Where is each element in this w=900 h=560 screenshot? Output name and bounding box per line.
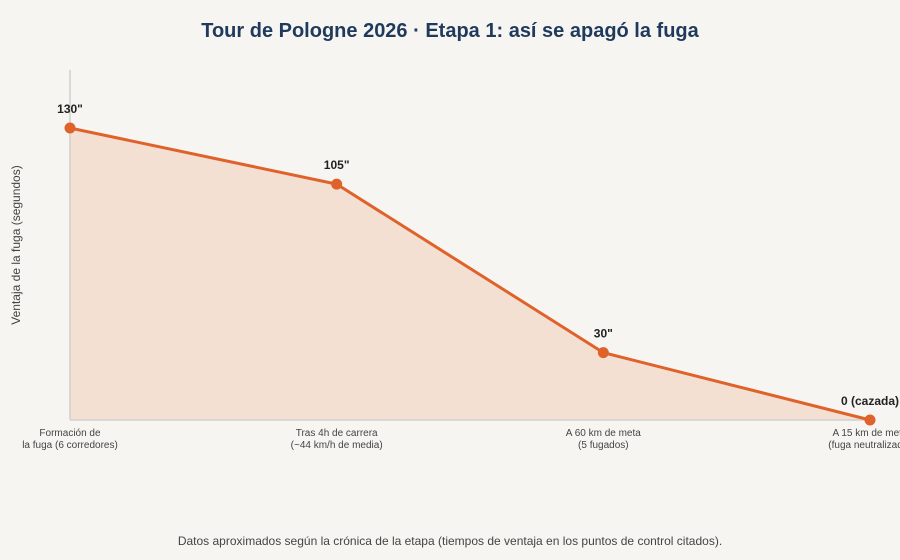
source-note: Datos aproximados según la crónica de la… xyxy=(177,534,723,548)
x-tick-label: Formación de xyxy=(39,428,101,439)
data-label: 130" xyxy=(57,102,83,116)
x-tick-label: A 60 km de meta xyxy=(566,428,641,439)
area-fill xyxy=(70,128,870,420)
x-tick-label: Tras 4h de carrera xyxy=(296,428,378,439)
data-label: 105" xyxy=(324,158,350,172)
data-label: 30" xyxy=(594,327,613,341)
chart-title: Tour de Pologne 2026 · Etapa 1: así se a… xyxy=(201,20,699,42)
data-points xyxy=(64,122,876,426)
x-tick-label: (5 fugados) xyxy=(578,440,629,451)
x-tick-label: A 15 km de meta xyxy=(832,428,900,439)
series-line xyxy=(69,126,871,422)
x-tick-label: (~44 km/h de media) xyxy=(291,440,383,451)
x-tick-label: (fuga neutralizada) xyxy=(828,440,900,451)
data-point xyxy=(331,178,343,190)
data-labels: 130" 105" 30" 0 (cazada) xyxy=(57,102,899,408)
data-label: 0 (cazada) xyxy=(841,394,899,408)
data-point xyxy=(597,347,609,359)
data-point xyxy=(64,122,76,134)
y-axis-label: Ventaja de la fuga (segundos) xyxy=(9,165,23,324)
x-tick-label: la fuga (6 corredores) xyxy=(22,440,118,451)
data-point xyxy=(864,414,876,426)
